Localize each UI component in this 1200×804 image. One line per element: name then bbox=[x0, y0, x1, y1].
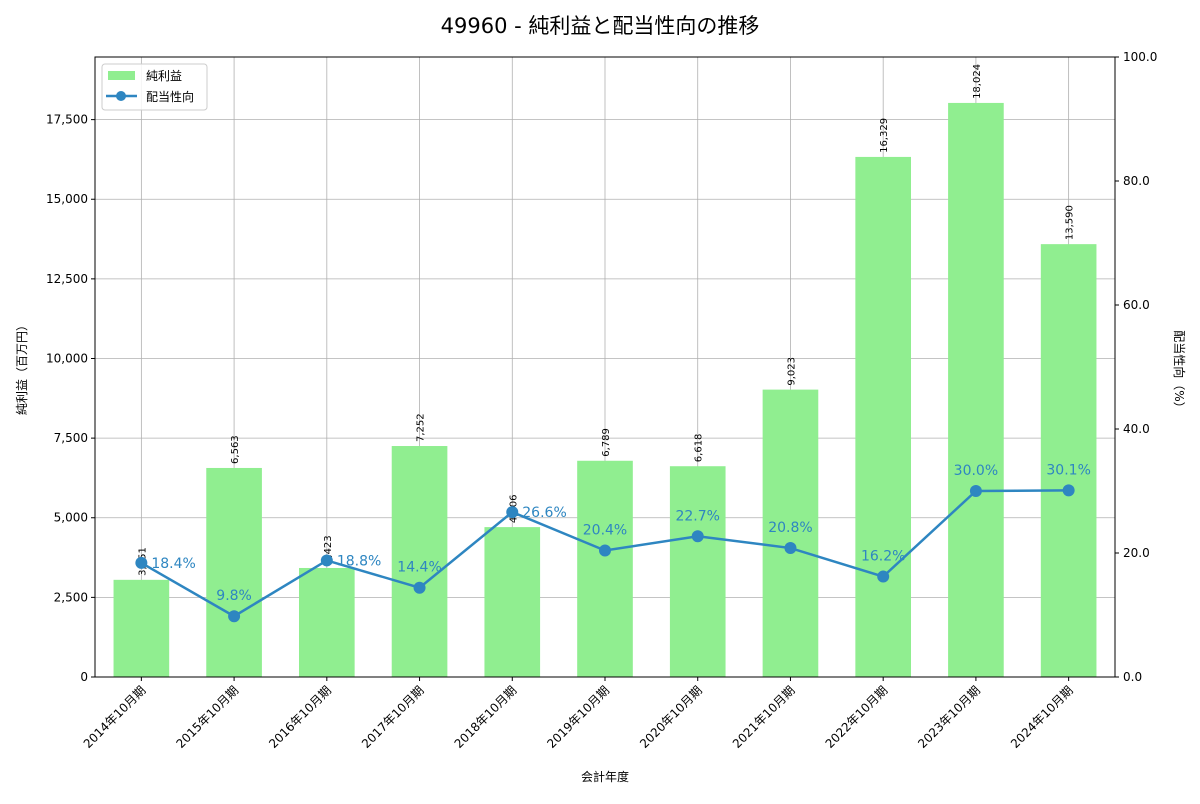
line-value-label: 18.8% bbox=[337, 553, 381, 569]
bar bbox=[299, 567, 355, 677]
bar bbox=[206, 467, 262, 677]
legend: 純利益 配当性向 bbox=[101, 63, 208, 111]
x-axis-label: 会計年度 bbox=[581, 769, 629, 784]
bar-value-label: 13,590 bbox=[1065, 205, 1076, 240]
line-point bbox=[877, 570, 890, 583]
bar-value-label: 18,024 bbox=[972, 64, 983, 99]
y-axis-right-label: 配当性向（%） bbox=[1172, 330, 1187, 413]
line-point bbox=[413, 581, 426, 594]
line-value-label: 20.8% bbox=[768, 520, 812, 536]
bar-value-label: 6,563 bbox=[230, 435, 241, 464]
bar-value-label: 3,423 bbox=[323, 535, 334, 564]
line-value-label: 14.4% bbox=[397, 560, 441, 576]
bar-value-label: 9,023 bbox=[786, 357, 797, 386]
y-tick-label-right: 20.0 bbox=[1123, 546, 1150, 560]
x-tick-label: 2021年10月期 bbox=[730, 683, 798, 751]
x-tick-label: 2022年10月期 bbox=[823, 683, 891, 751]
bar-value-label: 7,252 bbox=[416, 413, 427, 442]
y-tick-label-right: 0.0 bbox=[1123, 670, 1142, 684]
x-tick-label: 2020年10月期 bbox=[637, 683, 705, 751]
bar bbox=[762, 389, 819, 677]
line-point bbox=[228, 610, 241, 623]
y-tick-label-left: 12,500 bbox=[46, 272, 88, 286]
legend-line-marker bbox=[116, 91, 126, 101]
bar bbox=[391, 446, 448, 677]
line-point bbox=[969, 485, 982, 497]
x-tick-label: 2016年10月期 bbox=[266, 683, 334, 751]
bar-value-label: 6,618 bbox=[694, 434, 705, 463]
bar bbox=[669, 466, 726, 677]
line-value-label: 18.4% bbox=[151, 556, 195, 572]
bar bbox=[113, 579, 170, 677]
legend-label-net-income: 純利益 bbox=[146, 69, 182, 83]
y-axis-left-label: 純利益（百万円） bbox=[15, 319, 29, 415]
y-tick-label-left: 5,000 bbox=[54, 511, 88, 525]
line-point bbox=[135, 556, 148, 569]
line-point bbox=[506, 506, 519, 519]
chart-title: 49960 - 純利益と配当性向の推移 bbox=[441, 14, 760, 38]
line-point bbox=[1062, 484, 1075, 497]
bar-value-label: 6,789 bbox=[601, 428, 612, 457]
bar bbox=[1040, 244, 1097, 677]
y-tick-label-right: 60.0 bbox=[1123, 298, 1150, 312]
bar bbox=[484, 527, 541, 677]
bar-value-label: 16,329 bbox=[879, 118, 890, 153]
line-value-label: 9.8% bbox=[216, 588, 252, 604]
line-value-label: 16.2% bbox=[861, 549, 905, 565]
line-value-label: 22.7% bbox=[675, 508, 719, 524]
x-tick-label: 2023年10月期 bbox=[915, 683, 983, 751]
y-tick-label-left: 17,500 bbox=[46, 113, 88, 127]
x-tick-label: 2024年10月期 bbox=[1008, 683, 1076, 751]
line-value-label: 26.6% bbox=[522, 505, 566, 521]
legend-bar-swatch bbox=[108, 71, 135, 80]
line-point bbox=[784, 542, 797, 555]
y-tick-label-left: 2,500 bbox=[54, 590, 88, 604]
y-tick-label-left: 15,000 bbox=[46, 192, 88, 206]
line-point bbox=[691, 530, 704, 543]
line-value-label: 20.4% bbox=[583, 523, 627, 539]
bar bbox=[855, 156, 911, 677]
y-tick-label-left: 10,000 bbox=[46, 351, 88, 365]
x-tick-label: 2014年10月期 bbox=[81, 683, 149, 751]
line-value-label: 30.0% bbox=[954, 463, 998, 479]
y-tick-label-right: 40.0 bbox=[1123, 422, 1150, 436]
y-tick-label-right: 80.0 bbox=[1123, 174, 1150, 188]
line-point bbox=[599, 544, 611, 557]
y-tick-label-right: 100.0 bbox=[1123, 50, 1157, 64]
x-tick-label: 2019年10月期 bbox=[544, 683, 612, 751]
y-tick-label-left: 7,500 bbox=[54, 431, 88, 445]
legend-label-payout-ratio: 配当性向 bbox=[146, 89, 194, 104]
x-tick-label: 2015年10月期 bbox=[173, 683, 241, 751]
y-tick-label-left: 0 bbox=[80, 670, 88, 684]
line-point bbox=[320, 554, 333, 567]
line-value-label: 30.1% bbox=[1046, 462, 1090, 478]
bar bbox=[948, 102, 1004, 677]
x-tick-label: 2018年10月期 bbox=[452, 683, 520, 751]
x-tick-label: 2017年10月期 bbox=[359, 683, 427, 751]
bar bbox=[577, 460, 633, 677]
